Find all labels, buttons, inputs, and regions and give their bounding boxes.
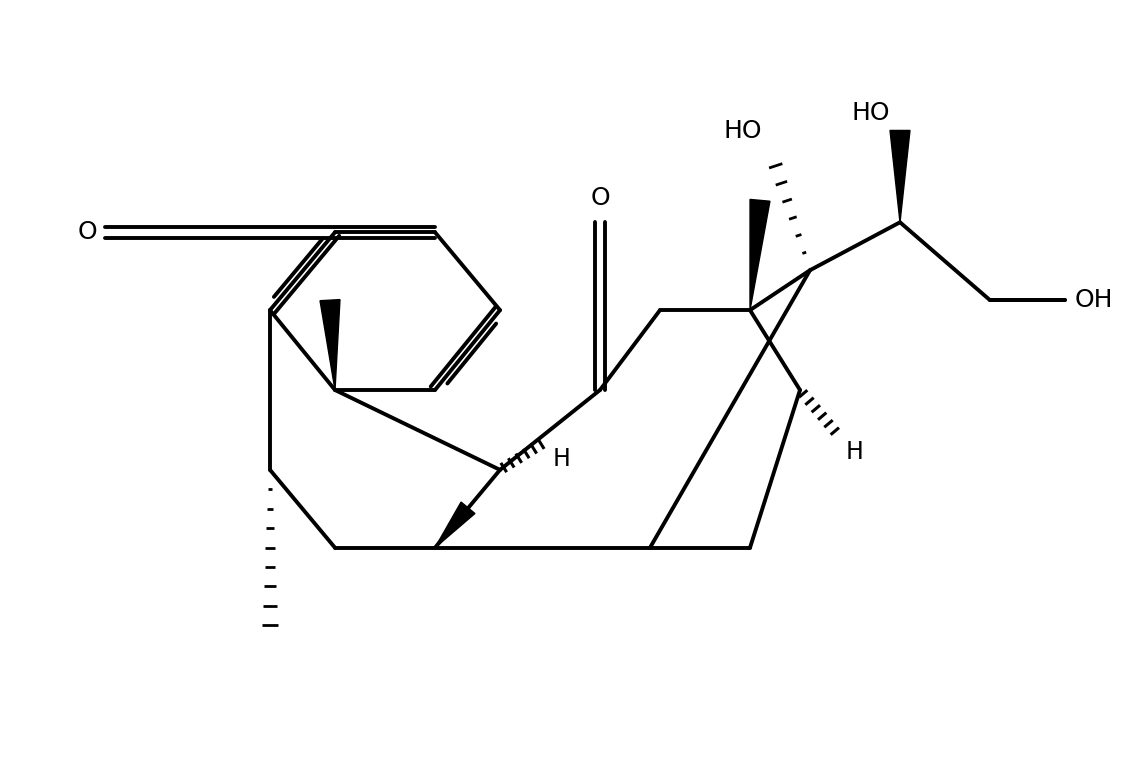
Polygon shape [435, 502, 475, 548]
Text: O: O [77, 220, 98, 244]
Polygon shape [890, 130, 910, 222]
Text: H: H [846, 440, 863, 464]
Text: O: O [590, 186, 610, 211]
Polygon shape [750, 200, 770, 310]
Text: HO: HO [852, 101, 890, 126]
Polygon shape [320, 300, 340, 390]
Text: OH: OH [1075, 288, 1114, 312]
Text: H: H [553, 447, 571, 471]
Text: HO: HO [723, 119, 762, 144]
